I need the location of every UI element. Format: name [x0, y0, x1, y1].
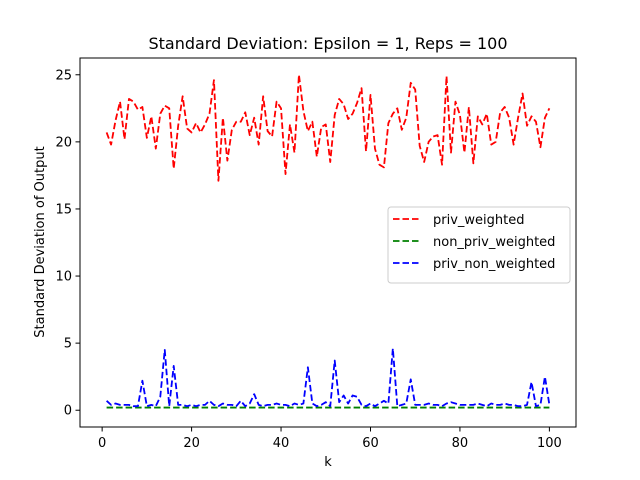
x-axis: 0 20 40 60 80 100 [98, 427, 562, 451]
y-tick-label: 25 [55, 68, 72, 83]
y-tick-label: 20 [55, 135, 72, 150]
x-tick-label: 0 [98, 436, 106, 451]
y-tick-label: 5 [64, 337, 72, 352]
x-axis-label: k [324, 455, 332, 470]
legend: priv_weighted non_priv_weighted priv_non_w… [387, 206, 571, 284]
x-tick-label: 40 [273, 436, 290, 451]
y-tick-label: 10 [55, 270, 72, 285]
chart-title: Standard Deviation: Epsilon = 1, Reps = … [148, 34, 507, 53]
y-tick-label: 15 [55, 202, 72, 217]
legend-label-priv-non-weighted: priv_non_weighted [433, 257, 555, 272]
plot-series [105, 73, 551, 409]
y-tick-label: 0 [64, 404, 72, 419]
x-tick-label: 60 [362, 436, 379, 451]
x-tick-label: 80 [452, 436, 469, 451]
x-tick-label: 100 [537, 436, 562, 451]
series-line-priv-non-weighted [106, 347, 551, 408]
y-axis-label: Standard Deviation of Output [33, 146, 48, 337]
series-line-priv-weighted [105, 73, 551, 182]
legend-label-priv-weighted: priv_weighted [433, 213, 524, 228]
legend-box [387, 206, 571, 284]
legend-label-non-priv-weighted: non_priv_weighted [433, 235, 555, 250]
plot-frame [79, 57, 577, 428]
y-axis: 0 5 10 15 20 25 [55, 68, 80, 419]
x-tick-label: 20 [183, 436, 200, 451]
